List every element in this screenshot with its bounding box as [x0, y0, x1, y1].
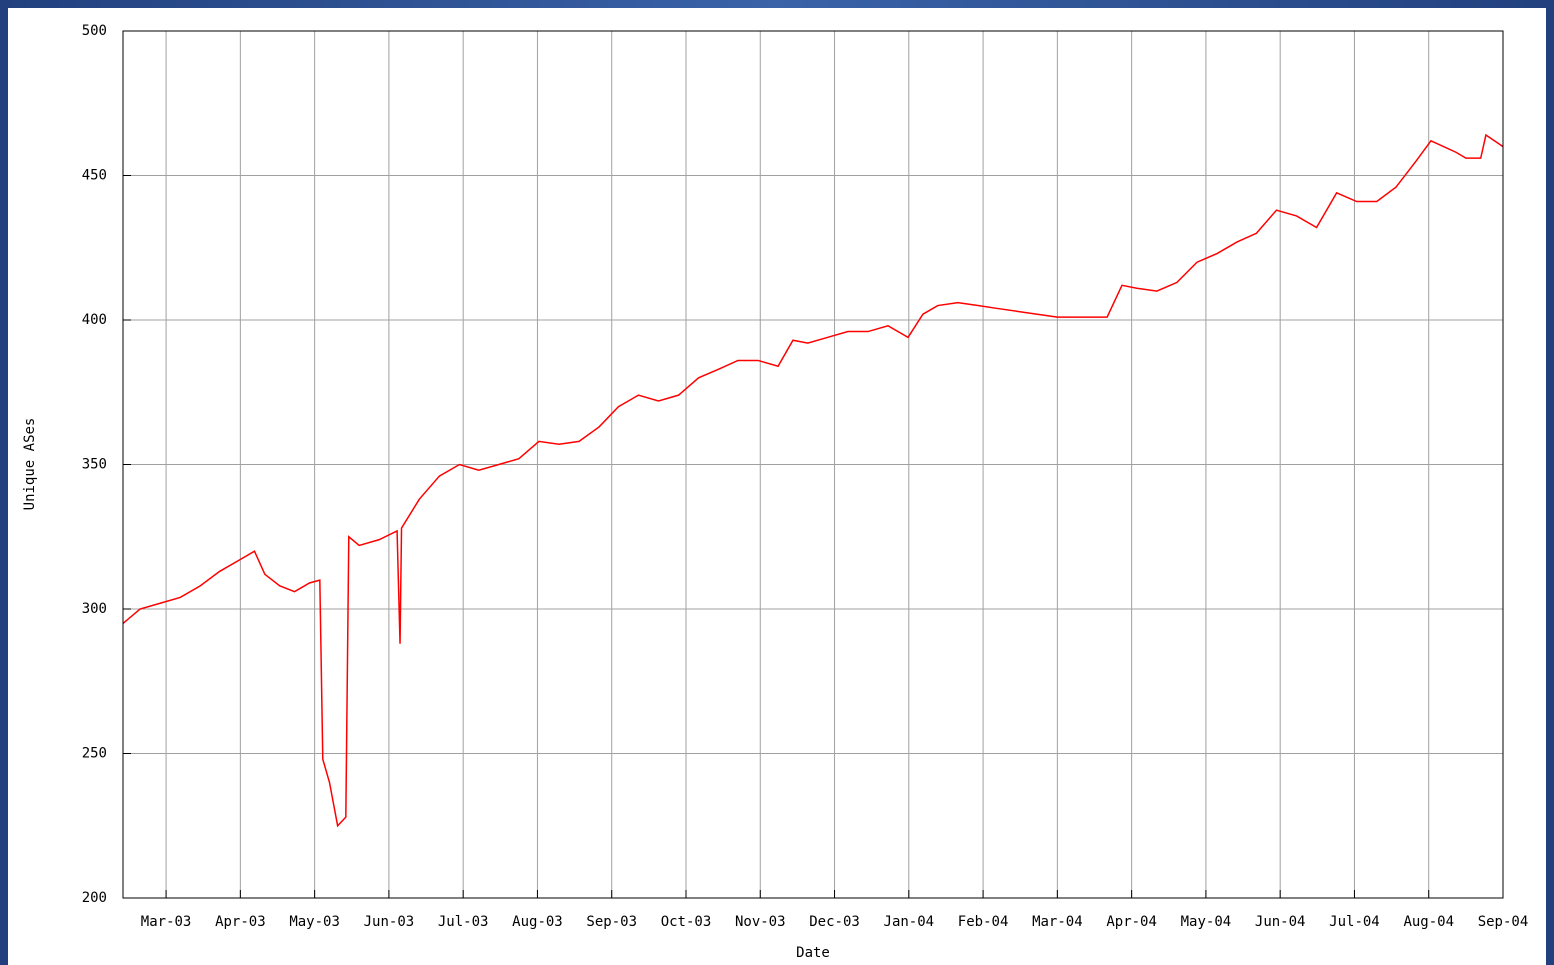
y-tick-label: 300 — [82, 601, 107, 617]
x-tick-label: Mar-04 — [1032, 914, 1083, 930]
x-tick-label: Apr-03 — [215, 914, 266, 930]
x-axis-label: Date — [796, 945, 830, 961]
x-tick-label: Jul-04 — [1329, 914, 1380, 930]
y-tick-label: 450 — [82, 168, 107, 184]
x-tick-label: Feb-04 — [958, 914, 1009, 930]
x-tick-label: Jun-03 — [364, 914, 415, 930]
y-tick-label: 400 — [82, 312, 107, 328]
x-tick-label: Aug-03 — [512, 914, 563, 930]
x-tick-label: Jan-04 — [884, 914, 935, 930]
y-tick-label: 350 — [82, 457, 107, 473]
x-tick-label: Apr-04 — [1106, 914, 1157, 930]
y-axis-label: Unique ASes — [22, 418, 38, 511]
x-tick-label: May-03 — [289, 914, 340, 930]
x-tick-label: Jul-03 — [438, 914, 489, 930]
x-tick-label: Aug-04 — [1403, 914, 1454, 930]
x-tick-label: Dec-03 — [809, 914, 860, 930]
x-tick-label: Jun-04 — [1255, 914, 1306, 930]
data-line — [122, 133, 1504, 828]
y-tick-label: 200 — [82, 890, 107, 906]
x-tick-label: May-04 — [1181, 914, 1232, 930]
x-tick-label: Nov-03 — [735, 914, 786, 930]
plot-frame — [122, 30, 1504, 899]
plot — [122, 133, 1504, 828]
chart-background — [8, 8, 1546, 965]
y-tick-label: 500 — [82, 23, 107, 39]
x-tick-label: Sep-04 — [1478, 914, 1529, 930]
x-tick-label: Mar-03 — [141, 914, 192, 930]
x-tick-label: Sep-03 — [586, 914, 637, 930]
y-tick-label: 250 — [82, 746, 107, 762]
x-tick-label: Oct-03 — [661, 914, 712, 930]
